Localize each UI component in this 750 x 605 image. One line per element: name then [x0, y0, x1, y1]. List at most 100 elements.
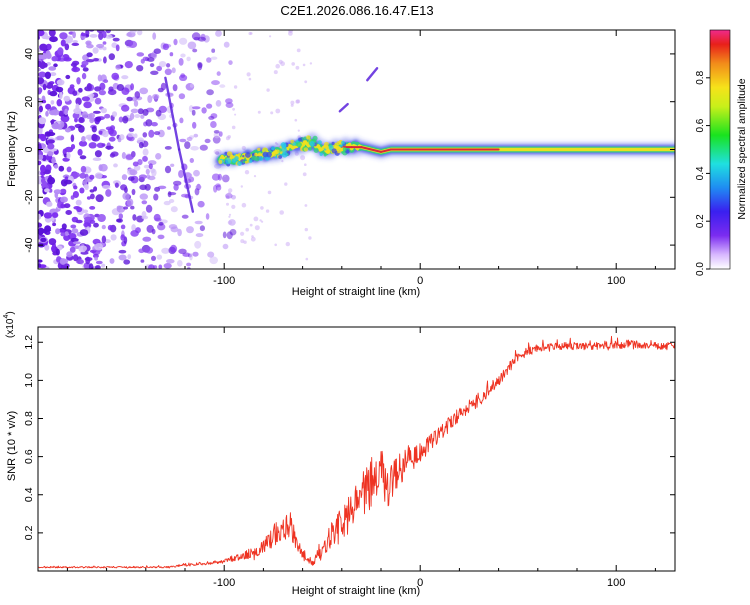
spectrogram-noise-cell — [38, 100, 43, 105]
spectrogram-noise-cell — [192, 251, 199, 257]
spectrogram-noise-cell — [71, 66, 81, 73]
spectrogram-noise-cell — [111, 72, 119, 80]
colorbar-label: Normalized spectral amplitude — [736, 78, 748, 219]
spectrogram-noise-cell — [41, 177, 46, 184]
spectrogram-streak — [177, 148, 195, 213]
spectrogram-noise-cell — [45, 103, 52, 110]
spectrogram-noise-cell — [249, 223, 253, 227]
spectrogram-noise-cell — [44, 131, 52, 137]
spectrogram-noise-cell — [211, 80, 220, 86]
spectrogram-noise-cell — [75, 219, 83, 224]
spectrogram-noise-cell — [38, 71, 47, 78]
spectrogram-noise-cell — [304, 80, 308, 84]
spectrogram-noise-cell — [195, 185, 202, 189]
spectrogram-noise-cell — [88, 112, 95, 119]
spectrogram-noise-cell — [70, 144, 76, 150]
spectrogram-noise-cell — [59, 32, 68, 40]
spectrogram-noise-cell — [241, 202, 247, 208]
spectrogram-noise-cell — [92, 47, 99, 54]
spectrogram-noise-cell — [228, 188, 233, 193]
spectrogram-noise-cell — [294, 118, 298, 122]
spectrogram-noise-cell — [290, 100, 295, 105]
spectrogram-noise-cell — [207, 251, 215, 258]
spectrogram-noise-cell — [85, 59, 95, 63]
spectrogram-ridge-speckle — [237, 153, 241, 157]
spectrogram-noise-cell — [257, 110, 261, 114]
spectrogram-noise-cell — [304, 227, 308, 232]
spectrogram-noise-cell — [164, 165, 172, 174]
spectrogram-noise-cell — [86, 52, 93, 58]
colorbar-tick-label: 0.6 — [695, 118, 706, 132]
spectrogram-noise-cell — [87, 136, 92, 141]
spectrogram-noise-cell — [190, 146, 199, 151]
spectrogram-noise-cell — [38, 154, 44, 160]
spectrogram-streak — [338, 102, 349, 113]
spectrogram-noise-cell — [52, 222, 57, 227]
spectrogram-noise-cell — [107, 224, 113, 231]
spectrogram-noise-cell — [304, 163, 307, 166]
spectrogram-noise-cell — [101, 235, 107, 244]
spectrogram-noise-cell — [78, 87, 83, 93]
spectrogram-noise-cell — [140, 58, 145, 64]
spectrogram-noise-cell — [308, 236, 312, 240]
spectrogram-noise-cell — [226, 231, 233, 240]
spectrogram-noise-cell — [94, 86, 102, 92]
snr-multiplier-base: (x10 — [5, 318, 16, 338]
spectrogram-noise-cell — [137, 159, 143, 166]
spectrogram-noise-cell — [178, 248, 187, 254]
spectrogram-noise-cell — [116, 205, 126, 213]
spectrogram-noise-cell — [274, 243, 278, 247]
spectrogram-noise-cell — [172, 84, 178, 92]
spectrogram-noise-cell — [72, 40, 78, 44]
spectrogram-noise-cell — [222, 243, 229, 250]
spectrogram-ridge-speckle — [218, 160, 223, 164]
spectrogram-noise-cell — [38, 67, 41, 72]
spectrogram-noise-cell — [195, 233, 204, 238]
spectrogram-noise-cell — [142, 155, 148, 162]
spectrogram-noise-cell — [81, 136, 86, 142]
spectrogram-noise-cell — [130, 108, 139, 114]
spectrogram-noise-cell — [215, 100, 222, 107]
spectrogram-noise-cell — [302, 172, 307, 177]
spectrogram-noise-cell — [89, 93, 95, 98]
spectrogram-noise-cell — [290, 103, 294, 107]
spectrogram-ridge-speckle — [341, 151, 344, 154]
snr-y-tick-label: 0.2 — [23, 525, 35, 540]
spectrogram-noise-cell — [295, 65, 300, 70]
spectrogram-noise-cell — [120, 184, 128, 191]
spectrogram-noise-cell — [281, 160, 284, 163]
spectrogram-noise-cell — [163, 263, 172, 269]
spectrogram-noise-cell — [118, 254, 127, 261]
spectrogram-noise-cell — [245, 227, 249, 232]
spectrogram-noise-cell — [158, 129, 165, 138]
spectrogram-noise-cell — [133, 133, 138, 139]
spectrogram-noise-cell — [127, 132, 135, 138]
spectrogram-noise-cell — [80, 32, 87, 37]
spectrogram-noise-cell — [157, 234, 165, 240]
spectrogram-ridge-speckle — [323, 153, 327, 157]
spectrogram-noise-cell — [81, 60, 89, 66]
spectrogram-noise-cell — [56, 79, 65, 86]
spectrogram-noise-cell — [89, 219, 96, 224]
spectrogram-noise-cell — [253, 216, 259, 222]
spectrogram-noise-cell — [48, 238, 57, 246]
spectrogram-noise-cell — [231, 125, 236, 130]
spectrogram-noise-cell — [285, 241, 290, 247]
spectrogram-noise-cell — [105, 30, 111, 34]
spectrogram-noise-cell — [149, 63, 155, 68]
spectrogram-ridge-speckle — [233, 153, 236, 156]
spectrogram-noise-cell — [58, 165, 65, 172]
colorbar-gradient — [709, 29, 731, 270]
spectrogram-x-tick-label: -100 — [213, 275, 235, 287]
spectrogram-noise-cell — [189, 253, 193, 261]
spectrogram-noise-cell — [38, 53, 43, 60]
spectrogram-noise-cell — [145, 247, 154, 254]
spectrogram-noise-cell — [209, 256, 218, 265]
spectrogram-noise-cell — [179, 117, 184, 124]
spectrogram-noise-cell — [96, 142, 105, 148]
spectrogram-noise-cell — [126, 96, 133, 102]
spectrogram-noise-cell — [121, 75, 129, 80]
spectrogram-y-tick-label: 40 — [23, 48, 35, 60]
spectrogram-noise-cell — [217, 173, 222, 181]
